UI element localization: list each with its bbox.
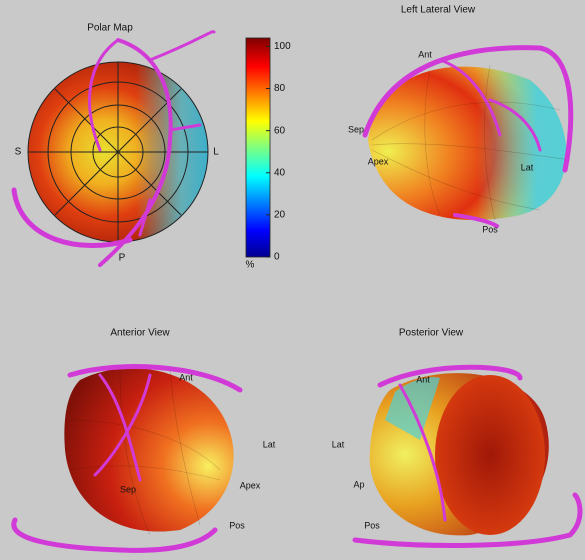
orientation-label: Ap bbox=[353, 479, 364, 489]
polar-label: L bbox=[213, 147, 219, 158]
orientation-label: Ant bbox=[416, 374, 430, 384]
colorbar-tick-label: 100 bbox=[274, 41, 291, 52]
orientation-label: Apex bbox=[240, 480, 261, 490]
orientation-label: Sep bbox=[120, 484, 136, 494]
colorbar-unit: % bbox=[246, 260, 255, 271]
orientation-label: Apex bbox=[368, 156, 389, 166]
colorbar-tick-label: 80 bbox=[274, 83, 286, 94]
colorbar-tick-label: 0 bbox=[274, 252, 280, 263]
posterior-heart bbox=[352, 364, 583, 548]
left-lateral-heart bbox=[362, 45, 574, 228]
orientation-label: Pos bbox=[482, 224, 498, 234]
polar-label: P bbox=[119, 253, 126, 264]
orientation-label: Ant bbox=[179, 372, 193, 382]
colorbar-tick-label: 40 bbox=[274, 167, 286, 178]
view-title: Left Lateral View bbox=[401, 5, 476, 16]
polar-map bbox=[11, 30, 216, 267]
colorbar-tick-label: 20 bbox=[274, 210, 286, 221]
orientation-label: Pos bbox=[229, 520, 245, 530]
polar-label: S bbox=[15, 147, 22, 158]
view-title: Posterior View bbox=[399, 328, 464, 339]
view-title: Anterior View bbox=[110, 328, 170, 339]
colorbar-tick-label: 60 bbox=[274, 125, 286, 136]
orientation-label: Ant bbox=[418, 49, 432, 59]
panel-title: Polar Map bbox=[87, 23, 133, 34]
orientation-label: Sep bbox=[348, 124, 364, 134]
orientation-label: Lat bbox=[332, 439, 345, 449]
orientation-label: Pos bbox=[364, 520, 380, 530]
posterior-cavity bbox=[435, 375, 545, 535]
orientation-label: Lat bbox=[521, 162, 534, 172]
orientation-label: Lat bbox=[263, 439, 276, 449]
anterior-heart bbox=[11, 364, 243, 553]
colorbar bbox=[245, 37, 271, 258]
